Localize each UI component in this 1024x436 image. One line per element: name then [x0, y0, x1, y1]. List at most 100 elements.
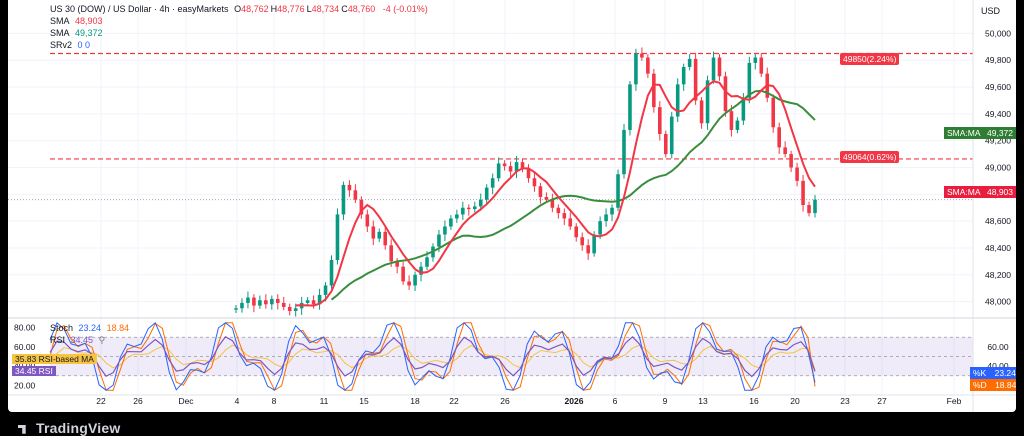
chart-panel: 50,00049,80049,60049,40049,20049,00048,8…: [8, 0, 1016, 412]
srv2-legend[interactable]: SRv2 0 0: [50, 40, 93, 51]
candle-body: [646, 57, 650, 74]
time-tick-label: 2026: [565, 396, 584, 406]
sma-fast-legend[interactable]: SMA 48,903: [50, 16, 106, 27]
candle-body: [234, 308, 238, 310]
candle-body: [556, 207, 561, 214]
sma-fast-price-tag: 48,903: [984, 186, 1016, 198]
tradingview-logo-icon: [18, 424, 26, 434]
rsi-label: RSI: [50, 335, 66, 345]
candle-body: [771, 97, 776, 128]
rsi-tag: 34.45 RSI: [12, 366, 56, 376]
rsi-legend[interactable]: RSI 34.45 ⚲: [50, 335, 108, 346]
candle-body: [586, 245, 590, 254]
candle-body: [484, 187, 489, 200]
candle-body: [604, 214, 608, 222]
sma-slow-tag: SMA:MA: [944, 127, 984, 139]
candle-body: [669, 116, 674, 155]
candle-body: [287, 306, 292, 311]
candle-body: [389, 245, 393, 262]
level-tag-upper: 49850(2.24%): [840, 53, 900, 65]
candle-body: [359, 199, 364, 215]
rsi-ma-tag-value: 35.83: [15, 354, 37, 364]
candle-body: [377, 231, 382, 239]
candle-body: [467, 207, 471, 210]
rsi-tag-value: 34.45: [15, 366, 37, 376]
candle-body: [502, 163, 507, 167]
stoch-d-tag-label: %D: [973, 380, 987, 390]
rsi-tag-name: RSI: [38, 366, 53, 376]
candle-body: [663, 133, 668, 155]
time-tick-label: 20: [790, 396, 800, 406]
ohlc-label: H: [270, 4, 278, 14]
stoch-k-value: 23.24: [78, 323, 102, 333]
time-tick-label: 15: [359, 396, 369, 406]
candle-body: [723, 76, 728, 112]
candle-body: [335, 214, 340, 261]
candle-body: [371, 226, 376, 239]
rsi-settings-icon[interactable]: ⚲: [98, 335, 106, 345]
stoch-k-line: [49, 321, 816, 391]
candle-body: [437, 234, 441, 247]
sma-slow-legend[interactable]: SMA 49,372: [50, 28, 106, 39]
time-tick-label: 16: [749, 396, 759, 406]
stoch-d-line: [49, 322, 816, 391]
oscillator-tick-label: 80.00: [14, 323, 36, 333]
oscillator-tick-label: 60.00: [14, 342, 36, 352]
candle-body: [795, 167, 799, 181]
candle-body: [323, 285, 328, 295]
candle-body: [407, 281, 411, 286]
time-tick-label: 8: [272, 396, 277, 406]
candle-body: [777, 127, 781, 148]
price-tick-label: 48,400: [985, 243, 1011, 253]
sma-slow-value: 49,372: [75, 28, 103, 38]
candle-body: [544, 197, 549, 200]
candle-body: [258, 300, 262, 306]
candle-body: [270, 298, 274, 305]
candle-body: [592, 234, 596, 254]
oscillator-tick-label: 20.00: [14, 380, 36, 390]
oscillator-right-tick-label: 60.00: [987, 342, 1009, 352]
sma-fast-value: 48,903: [75, 16, 103, 26]
price-tick-label: 49,400: [985, 109, 1011, 119]
stoch-d-value: 18.84: [106, 323, 130, 333]
tradingview-logo[interactable]: TradingView: [18, 420, 120, 436]
candle-body: [252, 297, 256, 306]
stoch-d-tag-value: 18.84: [995, 380, 1016, 390]
candle-body: [568, 218, 573, 227]
rsi-value: 34.45: [70, 335, 94, 345]
price-chart[interactable]: 50,00049,80049,60049,40049,20049,00048,8…: [8, 0, 1016, 412]
candle-body: [461, 207, 465, 215]
ohlc-value: 48,776: [277, 4, 305, 14]
candle-body: [705, 80, 710, 124]
candle-body: [353, 190, 358, 200]
candle-body: [240, 302, 244, 309]
candle-body: [281, 302, 286, 307]
change-value: -4 (-0.01%): [382, 4, 428, 14]
candle-body: [753, 57, 758, 63]
symbol-legend: US 30 (DOW) / US Dollar · 4h · easyMarke…: [50, 4, 431, 15]
price-tick-label: 49,000: [985, 163, 1011, 173]
candle-body: [610, 207, 614, 215]
candle-body: [401, 266, 405, 282]
candle-body: [729, 111, 734, 130]
candle-body: [383, 231, 388, 246]
candle-body: [622, 129, 626, 175]
time-tick-label: 4: [235, 396, 240, 406]
candle-body: [305, 300, 310, 303]
stoch-legend[interactable]: Stoch 23.24 18.84: [50, 323, 132, 334]
candle-body: [550, 199, 555, 208]
ohlc-c: C48,760: [341, 4, 375, 14]
candle-body: [634, 53, 638, 85]
candle-body: [759, 57, 764, 74]
price-tick-label: 50,000: [985, 28, 1011, 38]
srv2-name: SRv2: [50, 40, 73, 50]
rsi-ma-tag: 35.83 RSI-based MA: [12, 354, 97, 364]
symbol-line: US 30 (DOW) / US Dollar · 4h · easyMarke…: [50, 4, 229, 14]
srv2-value: 0 0: [77, 40, 91, 50]
time-tick-label: 9: [663, 396, 668, 406]
candle-body: [293, 308, 298, 311]
currency-label[interactable]: USD: [980, 6, 1000, 16]
candle-body: [562, 213, 567, 219]
candle-body: [449, 218, 453, 227]
